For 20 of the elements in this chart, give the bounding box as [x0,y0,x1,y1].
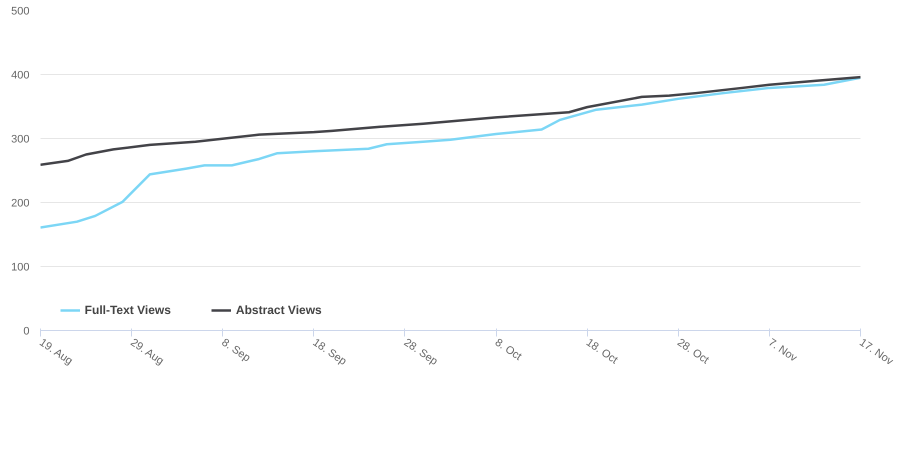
x-tick-label: 18. Oct [584,336,620,366]
y-tick-label: 300 [11,134,30,146]
line-series [40,76,860,166]
line-series [40,76,860,229]
x-tick-label: 28. Oct [674,336,711,366]
x-tick-label: 28. Sep [402,336,440,368]
y-tick-label: 0 [23,326,30,338]
x-tick-label: 19. Aug [37,336,75,368]
x-tick-label: 8. Sep [219,336,252,364]
x-tick-label: 8. Oct [492,336,524,364]
x-tick-label: 29. Aug [128,336,166,368]
y-tick-label: 200 [11,198,30,210]
x-tick-label: 18. Sep [310,336,348,368]
x-tick-label: 7. Nov [766,336,800,365]
legend-label: Abstract Views [236,303,322,317]
x-tick-label: 17. Nov [857,336,896,368]
legend-label: Full-Text Views [84,303,171,317]
y-tick-label: 400 [11,70,30,82]
y-tick-label: 500 [11,6,30,18]
y-tick-label: 100 [11,262,30,274]
